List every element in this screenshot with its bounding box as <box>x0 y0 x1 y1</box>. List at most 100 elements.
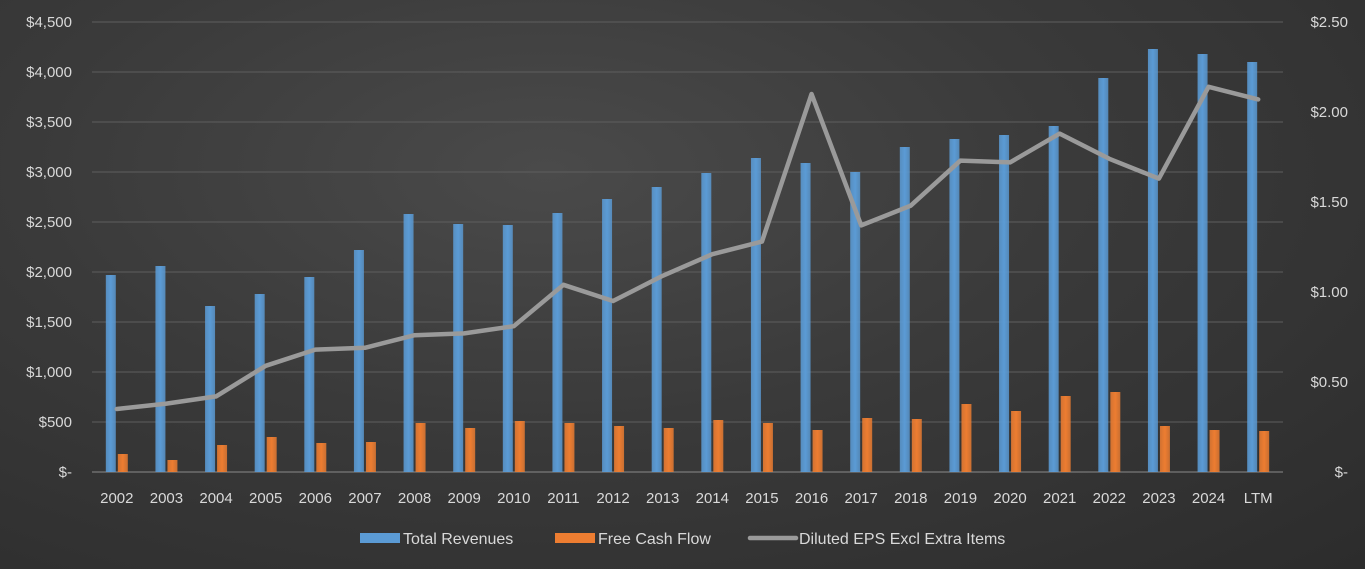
fcf-bar <box>365 442 376 472</box>
bars <box>105 49 1270 472</box>
revenue-bar <box>701 173 712 472</box>
x-tick-label: 2020 <box>993 490 1026 507</box>
x-tick-label: 2007 <box>348 490 381 507</box>
y-right-tick-label: $1.50 <box>1310 194 1348 211</box>
y-left-tick-label: $3,500 <box>26 114 72 131</box>
revenue-bar <box>254 294 265 472</box>
revenue-bar <box>453 224 464 472</box>
revenue-bar <box>304 277 315 472</box>
y-axis-right: $- $0.50 $1.00 $1.50 $2.00 $2.50 <box>1310 14 1348 481</box>
x-tick-label: 2018 <box>894 490 927 507</box>
x-tick-label: 2010 <box>497 490 530 507</box>
revenue-bar <box>949 139 960 472</box>
revenue-bar <box>1197 54 1208 472</box>
legend-label: Diluted EPS Excl Extra Items <box>799 531 1005 548</box>
y-right-tick-label: $- <box>1335 464 1348 481</box>
fcf-bar <box>1060 396 1071 472</box>
fcf-bar <box>316 443 327 472</box>
y-left-tick-label: $4,000 <box>26 64 72 81</box>
fcf-bar <box>1011 411 1022 472</box>
y-axis-left: $- $500 $1,000 $1,500 $2,000 $2,500 $3,000 $3,5… <box>26 14 72 481</box>
y-left-tick-label: $- <box>59 464 72 481</box>
x-tick-label: LTM <box>1244 490 1273 507</box>
fcf-bar <box>167 460 178 472</box>
y-left-tick-label: $2,000 <box>26 264 72 281</box>
fcf-bar <box>514 421 525 472</box>
revenue-bar <box>651 187 662 472</box>
fcf-bar <box>1110 392 1121 472</box>
revenue-bar <box>1048 126 1059 472</box>
legend-label: Total Revenues <box>403 531 513 548</box>
fcf-bar <box>762 423 773 472</box>
x-tick-label: 2016 <box>795 490 828 507</box>
revenue-bar <box>750 158 761 472</box>
y-left-tick-label: $4,500 <box>26 14 72 31</box>
revenue-bar <box>502 225 513 472</box>
eps-line <box>114 84 1261 412</box>
legend: Total Revenues Free Cash Flow Diluted EPS … <box>360 531 1005 548</box>
x-tick-label: 2014 <box>696 490 729 507</box>
revenue-bar <box>105 275 116 472</box>
revenue-bar <box>1147 49 1158 472</box>
x-tick-label: 2021 <box>1043 490 1076 507</box>
x-tick-label: 2022 <box>1093 490 1126 507</box>
revenue-bar <box>1247 62 1258 472</box>
x-tick-label: 2019 <box>944 490 977 507</box>
y-left-tick-label: $3,000 <box>26 164 72 181</box>
fcf-bar <box>564 423 575 472</box>
fcf-bar <box>217 445 228 472</box>
fcf-bar <box>266 437 277 472</box>
x-tick-label: 2017 <box>845 490 878 507</box>
revenue-bar <box>800 163 811 472</box>
x-tick-label: 2009 <box>448 490 481 507</box>
x-tick-label: 2006 <box>299 490 332 507</box>
y-right-tick-label: $0.50 <box>1310 374 1348 391</box>
y-right-tick-label: $2.00 <box>1310 104 1348 121</box>
fcf-bar <box>961 404 972 472</box>
fcf-bar <box>862 418 873 472</box>
legend-swatch <box>360 533 400 543</box>
fcf-bar <box>117 454 128 472</box>
x-tick-label: 2004 <box>199 490 232 507</box>
y-left-tick-label: $2,500 <box>26 214 72 231</box>
y-right-tick-label: $1.00 <box>1310 284 1348 301</box>
eps-series-line <box>114 84 1261 412</box>
x-tick-label: 2008 <box>398 490 431 507</box>
revenue-bar <box>850 172 861 472</box>
x-tick-label: 2012 <box>596 490 629 507</box>
fcf-bar <box>465 428 476 472</box>
x-axis: 2002 2003 2004 2005 2006 2007 2008 2009 2010 2011… <box>100 490 1273 507</box>
x-tick-label: 2011 <box>547 490 579 507</box>
x-tick-label: 2005 <box>249 490 282 507</box>
x-tick-label: 2023 <box>1142 490 1175 507</box>
legend-label: Free Cash Flow <box>598 531 711 548</box>
legend-swatch <box>555 533 595 543</box>
fcf-bar <box>1259 431 1270 472</box>
x-tick-label: 2013 <box>646 490 679 507</box>
revenue-bar <box>205 306 216 472</box>
fcf-bar <box>713 420 724 472</box>
x-tick-label: 2003 <box>150 490 183 507</box>
fcf-bar <box>415 423 426 472</box>
fcf-bar <box>1209 430 1220 472</box>
fcf-bar <box>911 419 922 472</box>
revenue-bar <box>899 147 910 472</box>
revenue-bar <box>552 213 563 472</box>
y-left-tick-label: $1,000 <box>26 364 72 381</box>
y-left-tick-label: $500 <box>39 414 72 431</box>
fcf-bar <box>812 430 823 472</box>
revenue-bar <box>1098 78 1109 472</box>
fcf-bar <box>614 426 625 472</box>
x-tick-label: 2015 <box>745 490 778 507</box>
fcf-bar <box>663 428 674 472</box>
x-tick-label: 2002 <box>100 490 133 507</box>
revenue-bar <box>999 135 1010 472</box>
revenue-bar <box>602 199 613 472</box>
x-tick-label: 2024 <box>1192 490 1225 507</box>
y-right-tick-label: $2.50 <box>1310 14 1348 31</box>
fcf-bar <box>1159 426 1170 472</box>
revenue-bar <box>403 214 414 472</box>
revenue-bar <box>155 266 166 472</box>
gridlines <box>92 21 1283 473</box>
